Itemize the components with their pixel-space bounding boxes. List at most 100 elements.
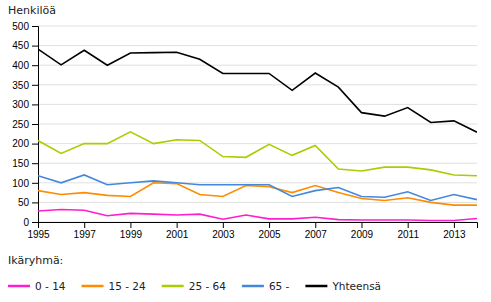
y-tick: 150 — [12, 158, 38, 169]
lines — [38, 49, 477, 220]
chart: 1995 1997 1999 2001 2003 2005 2007 2009 2011 2013… — [0, 0, 491, 302]
legend-item: 15 - 24 — [82, 280, 147, 292]
x-tick: 2007 — [305, 222, 328, 240]
x-tick-mark — [315, 222, 316, 228]
y-tick-mark — [32, 202, 38, 203]
y-tick-label: 450 — [12, 40, 29, 51]
legend-item: 0 - 14 — [8, 280, 66, 292]
y-tick: 200 — [12, 138, 38, 149]
x-tick-mark — [408, 222, 409, 228]
x-tick-mark — [361, 222, 362, 228]
legend-label: 0 - 14 — [35, 280, 66, 292]
legend-swatch — [82, 285, 104, 288]
y-tick-mark — [32, 163, 38, 164]
series-line — [38, 209, 477, 220]
x-tick-mark — [269, 222, 270, 228]
y-tick-mark — [32, 183, 38, 184]
legend-swatch — [162, 285, 184, 288]
x-tick: 2011 — [397, 222, 419, 240]
y-tick-mark — [32, 26, 38, 27]
grid-line — [38, 104, 477, 105]
y-tick-mark — [32, 144, 38, 145]
grid-line — [38, 45, 477, 46]
y-tick-label: 350 — [12, 80, 29, 91]
grid-line — [38, 202, 477, 203]
y-tick: 500 — [12, 21, 38, 32]
y-tick: 100 — [12, 178, 38, 189]
y-tick-mark — [32, 104, 38, 105]
grid-line — [38, 65, 477, 66]
x-tick-mark — [177, 222, 178, 228]
legend-item: 65 - — [242, 280, 290, 292]
grid-line — [38, 124, 477, 125]
x-tick: 2003 — [212, 222, 235, 240]
y-tick: 350 — [12, 80, 38, 91]
y-axis-title: Henkilöä — [8, 4, 56, 17]
y-tick-mark — [32, 222, 38, 223]
y-tick-label: 250 — [12, 119, 29, 130]
x-tick-label: 2011 — [397, 229, 419, 240]
legend-swatch — [305, 285, 327, 288]
y-tick-label: 300 — [12, 99, 29, 110]
y-tick-label: 400 — [12, 60, 29, 71]
x-tick: 2001 — [166, 222, 189, 240]
series-line — [38, 132, 477, 176]
x-tick-mark — [454, 222, 455, 228]
x-axis-line — [39, 223, 478, 229]
y-tick: 0 — [23, 217, 38, 228]
grid-line — [38, 163, 477, 164]
x-tick-label: 1995 — [27, 229, 50, 240]
y-tick-label: 100 — [12, 178, 29, 189]
y-tick-label: 200 — [12, 138, 29, 149]
y-axis: 0 50 100 150 200 250 300 350 400 450 500 — [12, 21, 38, 228]
y-tick-label: 150 — [12, 158, 29, 169]
grid-line — [38, 26, 477, 27]
legend-swatch — [242, 285, 264, 288]
x-tick-label: 2009 — [351, 229, 374, 240]
y-tick-label: 0 — [23, 217, 29, 228]
x-tick: 2005 — [258, 222, 281, 240]
y-tick: 400 — [12, 60, 38, 71]
y-tick-mark — [32, 124, 38, 125]
series-line — [38, 49, 477, 132]
x-tick: 1997 — [74, 222, 97, 240]
x-tick: 1999 — [120, 222, 143, 240]
x-tick-label: 2005 — [258, 229, 281, 240]
y-axis-line — [32, 27, 39, 223]
legend-label: 65 - — [269, 280, 290, 292]
x-tick: 2009 — [351, 222, 374, 240]
series-line — [38, 183, 477, 205]
y-tick-label: 50 — [18, 197, 30, 208]
x-tick-label: 1997 — [74, 229, 97, 240]
x-tick-label: 2003 — [212, 229, 235, 240]
legend-item: 25 - 64 — [162, 280, 227, 292]
legend-label: Yhteensä — [331, 280, 381, 292]
x-tick: 1995 — [27, 222, 50, 240]
x-tick-mark — [130, 222, 131, 228]
x-tick-label: 2013 — [443, 229, 466, 240]
y-tick-mark — [32, 65, 38, 66]
legend-item: Yhteensä — [305, 280, 381, 292]
x-tick-mark — [223, 222, 224, 228]
legend-label: 25 - 64 — [189, 280, 227, 292]
x-tick-mark — [84, 222, 85, 228]
grid — [38, 26, 477, 222]
y-tick-label: 500 — [12, 21, 29, 32]
plot: 1995 1997 1999 2001 2003 2005 2007 2009 2011 2013… — [12, 21, 477, 240]
legend-title: Ikäryhmä: — [8, 254, 63, 267]
legend: Ikäryhmä: 0 - 14 15 - 24 25 - 64 65 - Yhteens… — [8, 254, 381, 292]
y-tick: 300 — [12, 99, 38, 110]
y-tick-mark — [32, 46, 38, 47]
x-tick: 2013 — [443, 222, 466, 240]
y-tick: 250 — [12, 119, 38, 130]
grid-line — [38, 84, 477, 85]
y-tick: 50 — [18, 197, 38, 208]
series-line — [38, 175, 477, 200]
y-tick: 450 — [12, 40, 38, 51]
x-axis: 1995 1997 1999 2001 2003 2005 2007 2009 2011 2013 — [27, 222, 477, 240]
x-tick-label: 2001 — [166, 229, 189, 240]
y-tick-mark — [32, 85, 38, 86]
x-tick-label: 1999 — [120, 229, 143, 240]
legend-label: 15 - 24 — [109, 280, 147, 292]
x-tick-label: 2007 — [305, 229, 328, 240]
